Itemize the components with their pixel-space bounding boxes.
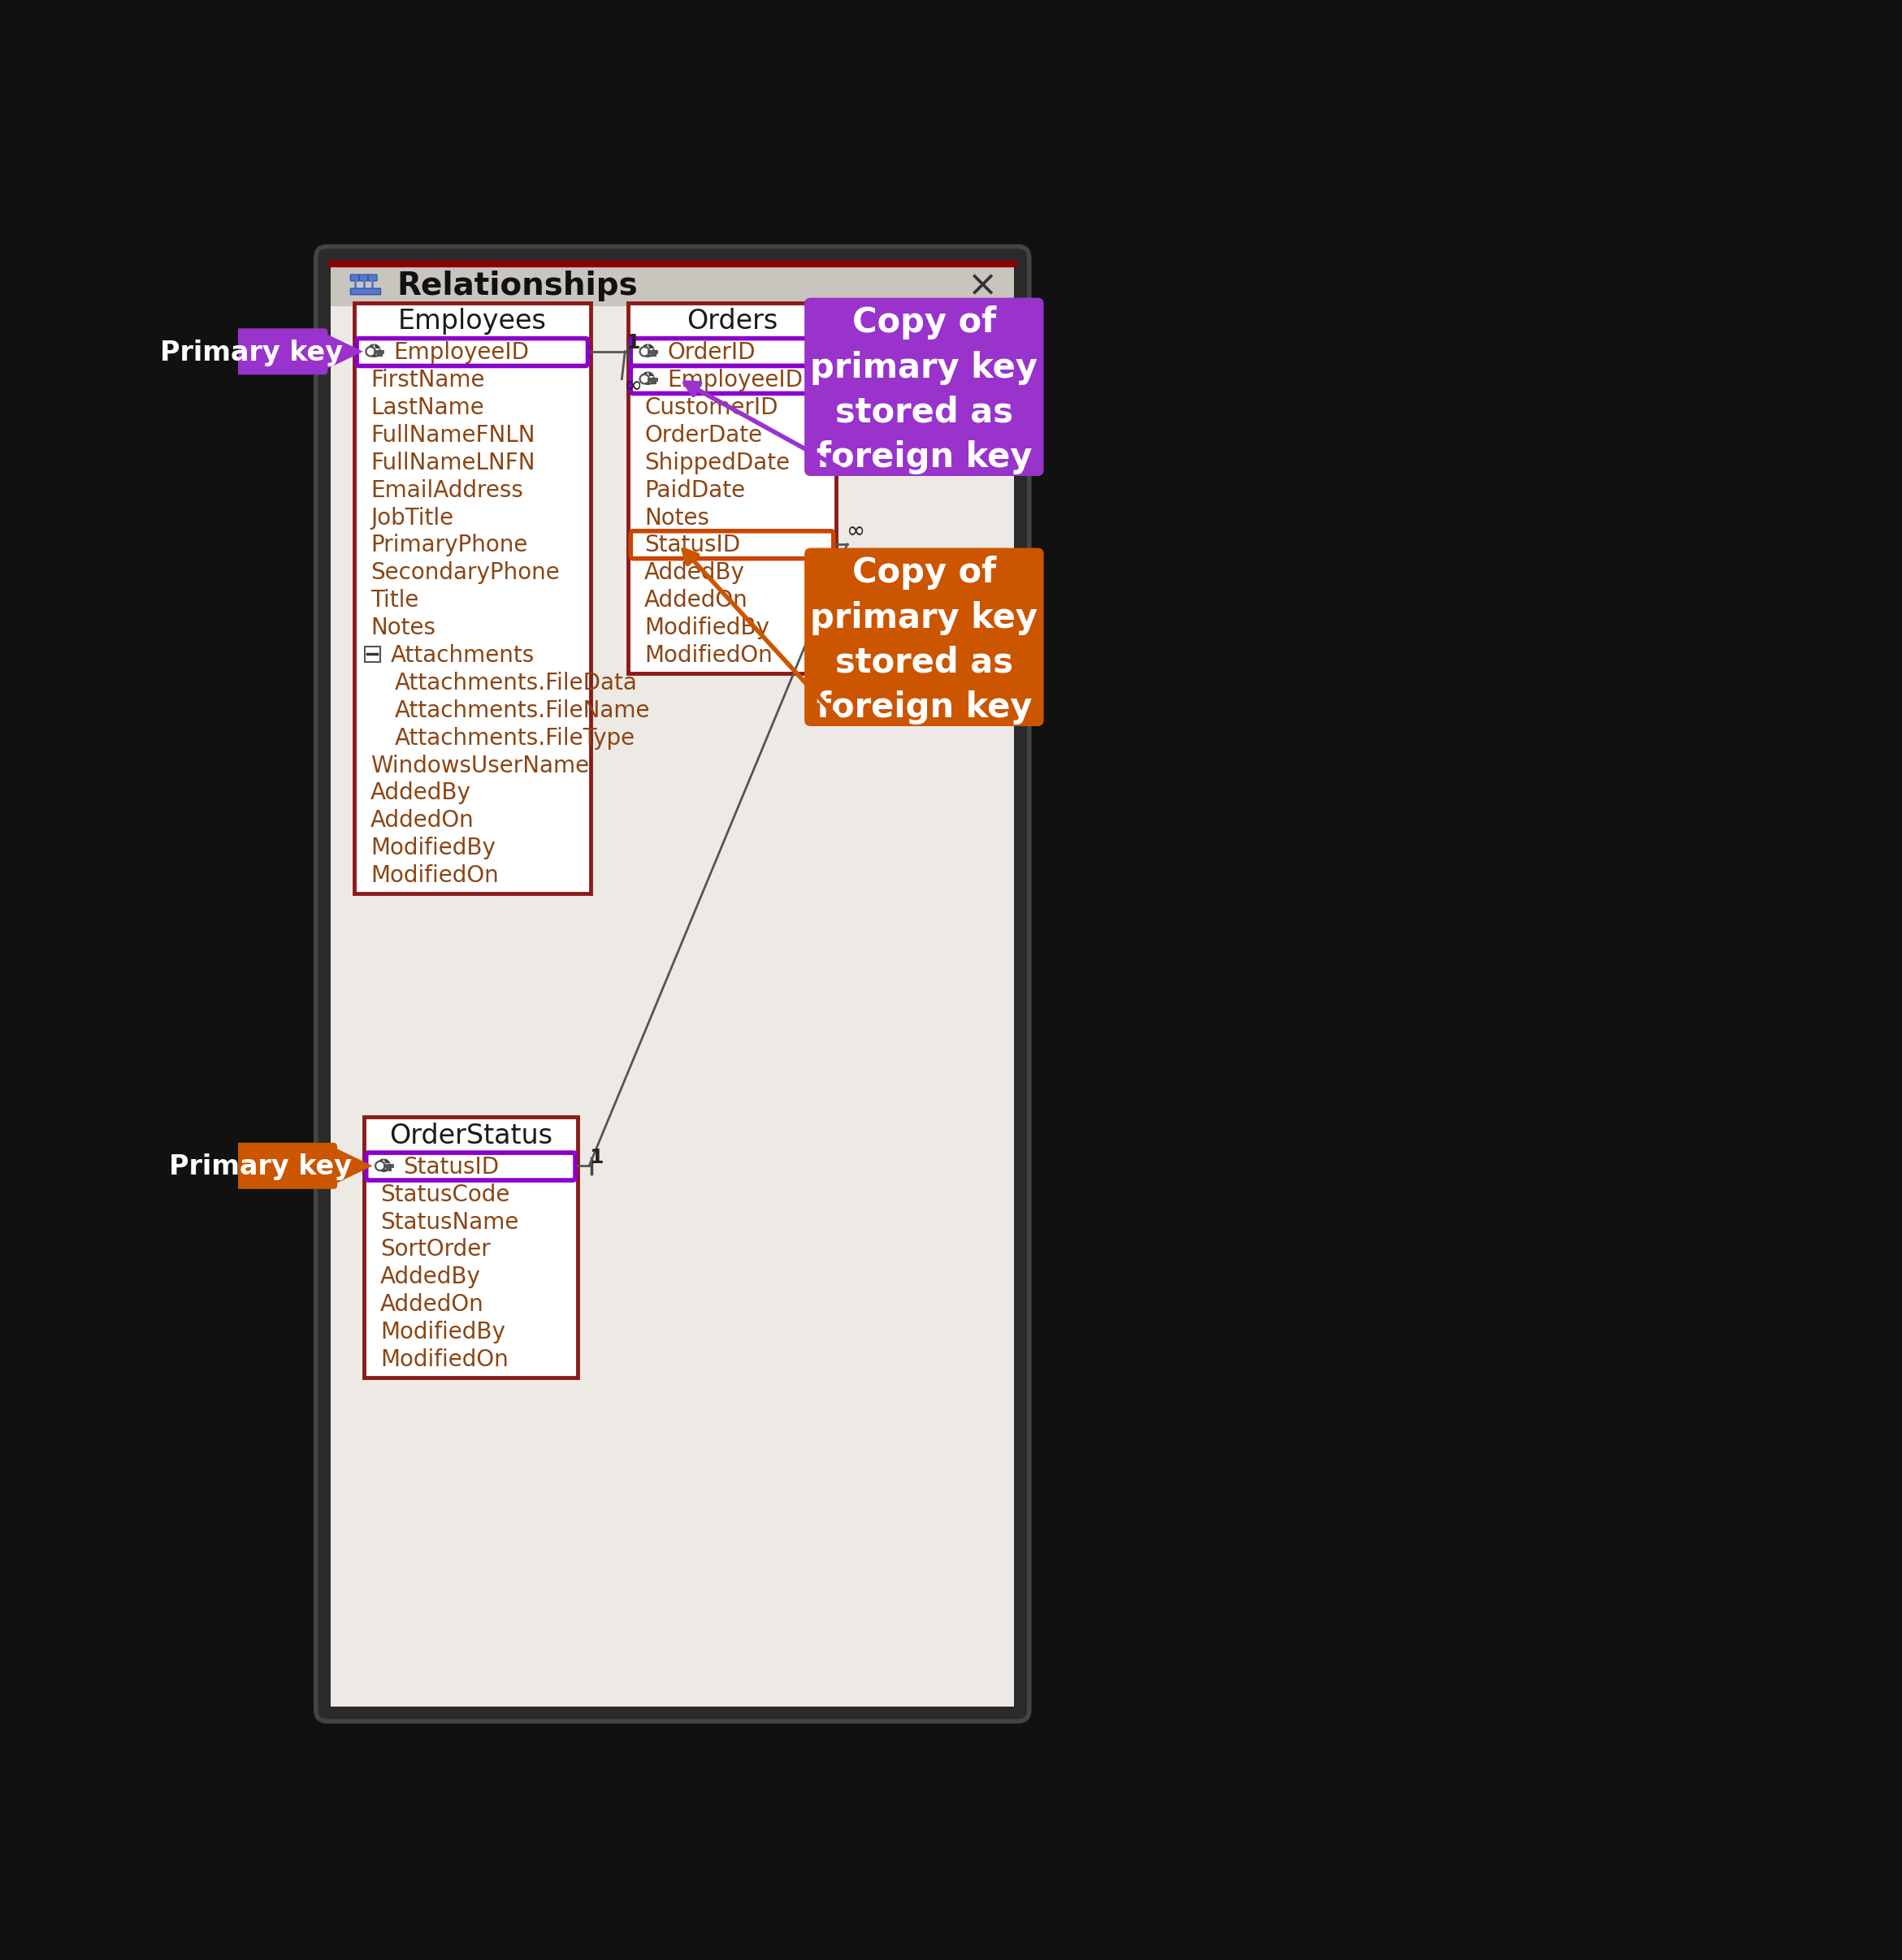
Text: EmployeeID: EmployeeID	[668, 368, 803, 392]
FancyBboxPatch shape	[184, 329, 327, 374]
Text: SortOrder: SortOrder	[380, 1239, 491, 1260]
FancyBboxPatch shape	[331, 306, 1014, 1707]
Text: ModifiedBy: ModifiedBy	[380, 1321, 506, 1345]
Text: ∞: ∞	[624, 374, 643, 398]
Text: FirstName: FirstName	[371, 368, 485, 392]
Text: Notes: Notes	[371, 617, 436, 639]
Text: PrimaryPhone: PrimaryPhone	[371, 533, 527, 557]
Text: Primary key: Primary key	[169, 1154, 352, 1180]
Text: WindowsUserName: WindowsUserName	[371, 755, 590, 776]
FancyBboxPatch shape	[631, 531, 833, 559]
Text: OrderStatus: OrderStatus	[390, 1123, 552, 1149]
FancyBboxPatch shape	[350, 288, 380, 294]
Circle shape	[639, 347, 650, 357]
Text: Orders: Orders	[687, 308, 778, 335]
Circle shape	[365, 347, 377, 357]
Circle shape	[377, 1162, 382, 1168]
Text: ModifiedOn: ModifiedOn	[645, 645, 772, 666]
FancyBboxPatch shape	[805, 298, 1044, 476]
FancyBboxPatch shape	[363, 1117, 578, 1378]
Text: ∞: ∞	[846, 519, 865, 543]
FancyBboxPatch shape	[365, 647, 380, 662]
Text: ✪: ✪	[639, 345, 654, 361]
Circle shape	[641, 376, 649, 382]
FancyBboxPatch shape	[359, 274, 369, 280]
FancyBboxPatch shape	[367, 1152, 574, 1180]
Text: ModifiedBy: ModifiedBy	[645, 617, 770, 639]
Circle shape	[641, 349, 649, 355]
Text: Copy of
primary key
stored as
foreign key: Copy of primary key stored as foreign ke…	[810, 306, 1038, 474]
Text: ShippedDate: ShippedDate	[645, 451, 789, 474]
Text: ✪: ✪	[639, 372, 654, 388]
Text: StatusID: StatusID	[403, 1156, 498, 1178]
Text: AddedOn: AddedOn	[371, 809, 474, 831]
Text: EmployeeID: EmployeeID	[394, 341, 529, 365]
Text: PaidDate: PaidDate	[645, 478, 746, 502]
FancyBboxPatch shape	[805, 549, 1044, 725]
Polygon shape	[323, 331, 363, 370]
Text: StatusCode: StatusCode	[380, 1184, 510, 1205]
Circle shape	[367, 349, 375, 355]
Text: LastName: LastName	[371, 396, 485, 419]
Text: Attachments: Attachments	[390, 645, 534, 666]
Text: FullNameLNFN: FullNameLNFN	[371, 451, 534, 474]
Text: CustomerID: CustomerID	[645, 396, 778, 419]
Text: OrderDate: OrderDate	[645, 423, 763, 447]
Text: AddedBy: AddedBy	[645, 563, 746, 584]
Text: EmailAddress: EmailAddress	[371, 478, 523, 502]
Text: StatusName: StatusName	[380, 1211, 519, 1233]
FancyBboxPatch shape	[331, 261, 1014, 306]
Polygon shape	[333, 1147, 373, 1186]
FancyBboxPatch shape	[354, 302, 590, 894]
FancyBboxPatch shape	[350, 274, 359, 280]
Text: Attachments.FileName: Attachments.FileName	[394, 700, 650, 721]
Text: ModifiedBy: ModifiedBy	[371, 837, 496, 860]
Text: Relationships: Relationships	[398, 270, 639, 302]
FancyBboxPatch shape	[631, 367, 833, 394]
Text: FullNameFNLN: FullNameFNLN	[371, 423, 534, 447]
FancyBboxPatch shape	[631, 339, 833, 367]
Text: Copy of
primary key
stored as
foreign key: Copy of primary key stored as foreign ke…	[810, 557, 1038, 725]
Text: ×: ×	[968, 269, 999, 304]
Text: StatusID: StatusID	[645, 533, 740, 557]
FancyBboxPatch shape	[194, 1143, 337, 1190]
Text: ModifiedOn: ModifiedOn	[380, 1348, 508, 1372]
Text: Attachments.FileType: Attachments.FileType	[394, 727, 635, 749]
Circle shape	[639, 374, 650, 384]
Text: SecondaryPhone: SecondaryPhone	[371, 563, 559, 584]
Text: Notes: Notes	[645, 506, 709, 529]
Text: ✪: ✪	[375, 1158, 390, 1176]
Text: Employees: Employees	[398, 308, 546, 335]
Text: AddedOn: AddedOn	[380, 1294, 483, 1315]
FancyBboxPatch shape	[628, 302, 837, 672]
Text: AddedBy: AddedBy	[371, 782, 472, 804]
Text: ✪: ✪	[365, 345, 380, 361]
Text: Attachments.FileData: Attachments.FileData	[394, 672, 637, 694]
Circle shape	[375, 1160, 384, 1170]
Text: OrderID: OrderID	[668, 341, 755, 365]
FancyBboxPatch shape	[316, 247, 1029, 1721]
Text: JobTitle: JobTitle	[371, 506, 453, 529]
Text: 1: 1	[626, 333, 641, 353]
FancyBboxPatch shape	[369, 274, 377, 280]
Text: AddedBy: AddedBy	[380, 1266, 481, 1288]
Text: Primary key: Primary key	[160, 339, 342, 367]
FancyBboxPatch shape	[358, 339, 588, 367]
Text: ModifiedOn: ModifiedOn	[371, 864, 498, 888]
Text: AddedOn: AddedOn	[645, 590, 747, 612]
Text: Title: Title	[371, 590, 418, 612]
Text: 1: 1	[590, 1147, 603, 1166]
